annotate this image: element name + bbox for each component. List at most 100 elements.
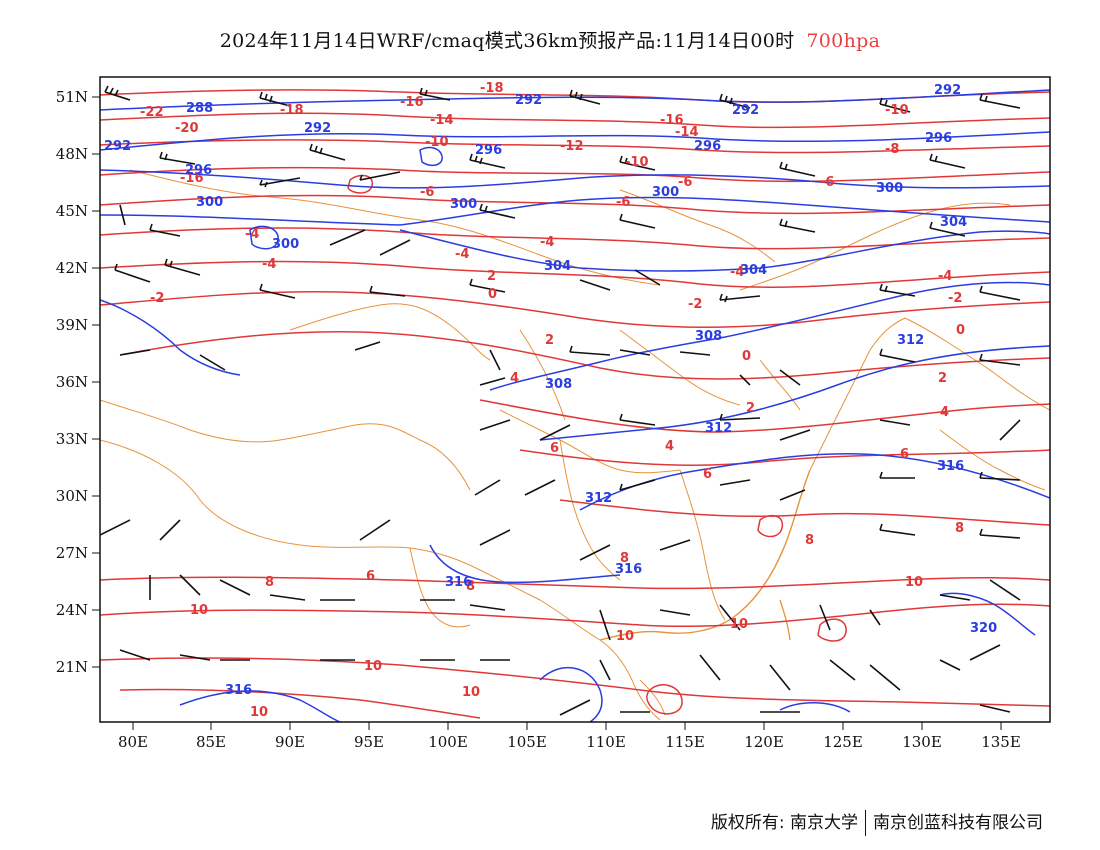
height-contour xyxy=(100,89,1050,111)
longitude-label: 125E xyxy=(823,733,863,751)
height-label: 316 xyxy=(225,683,252,698)
wind-barb xyxy=(100,519,181,541)
height-contour xyxy=(100,299,241,376)
wind-barb xyxy=(929,221,966,237)
boundary-line xyxy=(759,359,801,411)
height-label: 292 xyxy=(515,93,542,108)
wind-barb xyxy=(599,654,721,681)
latitude-label: 36N xyxy=(56,373,88,391)
wind-barb xyxy=(119,341,381,371)
height-contour xyxy=(100,196,1050,226)
wind-barb xyxy=(104,85,131,101)
wind-barb xyxy=(309,143,346,161)
wind-barb xyxy=(769,659,901,691)
temperature-contour xyxy=(100,603,1050,628)
wind-barb xyxy=(719,93,751,109)
height-contour xyxy=(419,146,443,167)
temperature-contour xyxy=(817,618,847,642)
temperature-label: 2 xyxy=(746,401,755,416)
boundary-line xyxy=(679,469,726,621)
height-label: 304 xyxy=(544,259,571,274)
height-contour xyxy=(939,592,1036,636)
height-contour xyxy=(249,225,279,250)
wind-barb xyxy=(929,153,966,169)
temperature-label: 8 xyxy=(265,575,274,590)
temperature-contours xyxy=(100,89,1050,719)
temperature-label: 2 xyxy=(545,333,554,348)
longitude-label: 100E xyxy=(428,733,468,751)
temperature-label: 0 xyxy=(488,287,497,302)
boundary-line xyxy=(904,317,1050,411)
boundary-line xyxy=(289,303,491,361)
copyright-text: 版权所有: 南京大学 xyxy=(710,813,858,833)
temperature-label: -20 xyxy=(175,121,199,136)
map-background xyxy=(100,77,1050,722)
wind-barb xyxy=(259,177,301,188)
wind-barb xyxy=(469,278,506,293)
temperature-contour xyxy=(646,684,683,715)
wind-barbs xyxy=(100,85,1021,716)
height-contour xyxy=(100,169,1050,189)
latitude-label: 39N xyxy=(56,316,88,334)
height-label: 300 xyxy=(652,185,679,200)
wind-barb xyxy=(579,539,691,561)
boundary-line xyxy=(619,189,776,263)
temperature-label: 10 xyxy=(250,705,268,720)
height-label: 312 xyxy=(585,491,612,506)
height-label: 304 xyxy=(940,215,967,230)
wind-barb xyxy=(119,204,181,237)
island-taiwan xyxy=(779,599,791,641)
temperature-label-group: -22 -20 -18 -16 -18 -14 -16 -14 -12 -10 … xyxy=(140,81,965,720)
wind-barb xyxy=(879,97,911,113)
latitude-label: 42N xyxy=(56,259,88,277)
title-text: 2024年11月14日WRF/cmaq模式36km预报产品:11月14日00时 xyxy=(219,30,795,52)
temperature-label: -4 xyxy=(262,257,276,272)
longitude-label: 90E xyxy=(275,733,305,751)
wind-barb xyxy=(979,704,1011,713)
wind-barb xyxy=(999,419,1021,441)
wind-barb xyxy=(259,283,296,299)
temperature-label: 10 xyxy=(190,603,208,618)
temperature-label: 10 xyxy=(364,659,382,674)
wind-barb xyxy=(599,609,691,641)
temperature-label: -6 xyxy=(616,195,630,210)
latitude-label: 48N xyxy=(56,145,88,163)
wind-barb xyxy=(159,151,196,165)
temperature-label: -10 xyxy=(625,155,649,170)
temperature-label: -12 xyxy=(560,139,584,154)
longitude-label: 105E xyxy=(507,733,547,751)
wind-barb xyxy=(979,528,1021,539)
temperature-label: -6 xyxy=(678,175,692,190)
wind-barb xyxy=(579,269,661,291)
wind-barb xyxy=(474,479,556,496)
longitude-label: 80E xyxy=(118,733,148,751)
height-label: 308 xyxy=(695,329,722,344)
wind-barb xyxy=(719,413,761,421)
latitude-label: 45N xyxy=(56,202,88,220)
height-label: 288 xyxy=(186,101,213,116)
temperature-label: 8 xyxy=(466,579,475,594)
temperature-label: 0 xyxy=(742,349,751,364)
height-label: 300 xyxy=(876,181,903,196)
temperature-contour xyxy=(100,576,1050,590)
wind-barb xyxy=(719,479,806,501)
boundary-line xyxy=(100,399,471,491)
height-label: 292 xyxy=(104,139,131,154)
temperature-label: 6 xyxy=(550,441,559,456)
height-label: 296 xyxy=(475,143,502,158)
temperature-label: -16 xyxy=(180,171,204,186)
height-label: 300 xyxy=(450,197,477,212)
temperature-label: -14 xyxy=(675,125,699,140)
wind-barb xyxy=(979,471,1021,481)
latitude-label: 24N xyxy=(56,601,88,619)
temperature-label: -4 xyxy=(455,247,469,262)
boundary-line xyxy=(619,329,741,406)
wind-barb xyxy=(879,523,916,536)
temperature-contour xyxy=(757,514,784,538)
boundary-line xyxy=(299,199,661,286)
wind-barb xyxy=(939,644,1001,671)
temperature-label: 10 xyxy=(462,685,480,700)
map-frame xyxy=(99,76,1051,723)
height-label: 304 xyxy=(740,263,767,278)
